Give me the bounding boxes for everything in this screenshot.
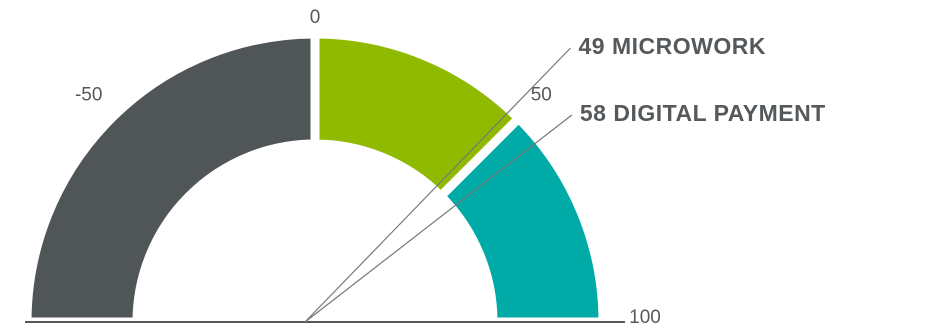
tick-label: 100	[629, 307, 661, 326]
gauge-band	[22, 29, 320, 326]
tick-label: -50	[75, 85, 102, 106]
marker-line	[304, 114, 573, 323]
tick-label: 50	[531, 85, 552, 106]
tick-label: 0	[310, 7, 321, 28]
marker-line	[304, 47, 571, 323]
marker-label: MICROWORK	[612, 33, 766, 59]
marker-annotation: 58 DIGITAL PAYMENT	[580, 100, 826, 126]
marker-value: 58	[580, 100, 607, 126]
marker-value: 49	[579, 33, 606, 59]
marker-label: DIGITAL PAYMENT	[613, 100, 825, 126]
marker-annotation: 49 MICROWORK	[579, 33, 766, 59]
